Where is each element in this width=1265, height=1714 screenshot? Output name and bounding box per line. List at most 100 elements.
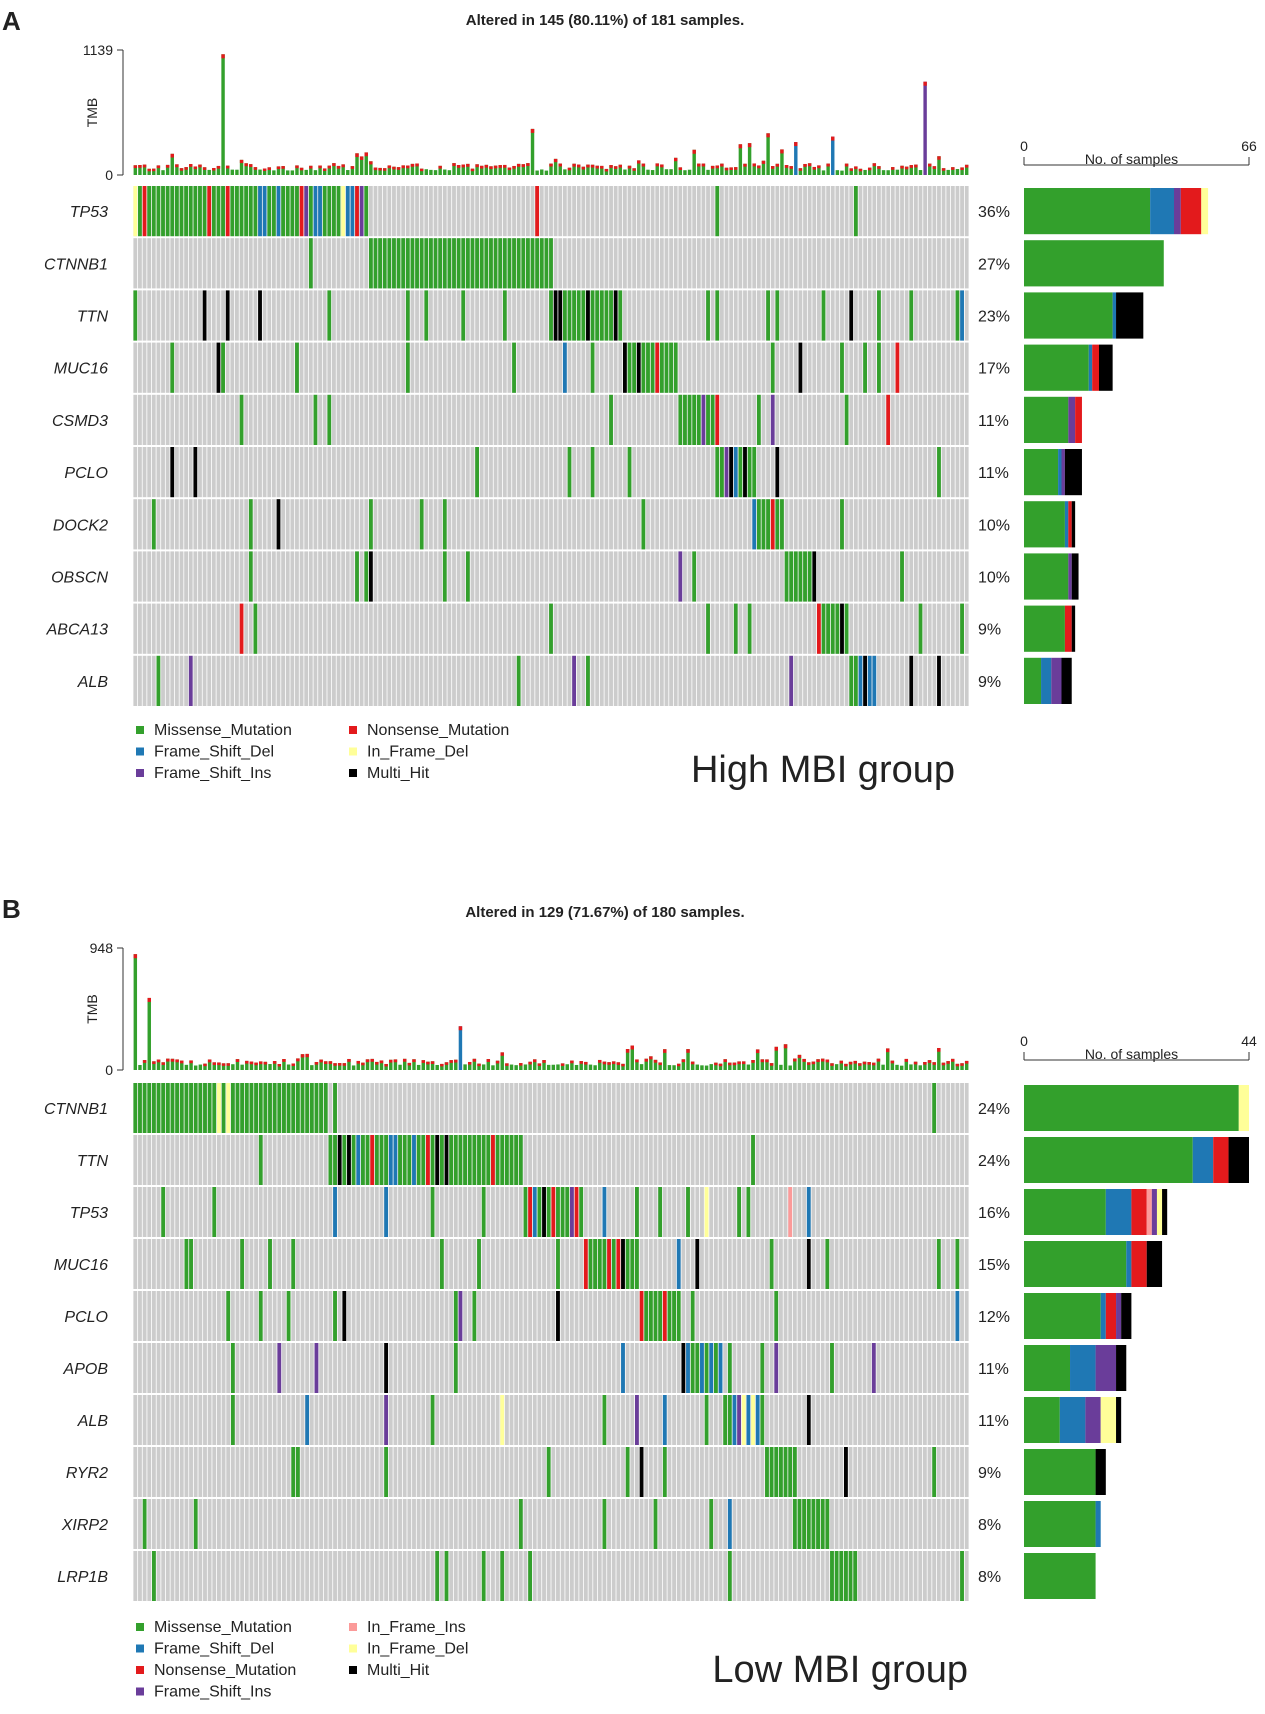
matrix-cell-empty (175, 1499, 180, 1549)
matrix-cell-empty (392, 342, 396, 393)
matrix-cell-empty (410, 342, 415, 393)
matrix-cell-empty (756, 551, 761, 602)
matrix-cell-empty (165, 1239, 170, 1289)
matrix-cell-empty (946, 1135, 951, 1185)
matrix-cell-mutation (486, 1135, 491, 1185)
matrix-cell-empty (909, 1395, 913, 1445)
tmb-bar-top (402, 1058, 407, 1062)
matrix-cell-empty (927, 655, 932, 706)
matrix-cell-empty (360, 1239, 365, 1289)
matrix-cell-empty (523, 1395, 528, 1445)
tmb-bar-top (217, 1062, 221, 1066)
matrix-cell-empty (553, 603, 558, 654)
matrix-cell-empty (327, 342, 332, 393)
sample-count-segment (1201, 188, 1209, 235)
matrix-cell-empty (913, 551, 918, 602)
matrix-cell-empty (333, 1343, 337, 1393)
matrix-cell-empty (452, 290, 456, 341)
matrix-cell-empty (477, 1395, 481, 1445)
matrix-cell-empty (732, 1499, 737, 1549)
matrix-cell-mutation (636, 342, 641, 393)
matrix-cell-empty (489, 186, 493, 237)
matrix-cell-mutation (364, 551, 369, 602)
matrix-cell-empty (904, 186, 909, 237)
matrix-cell-empty (627, 655, 632, 706)
matrix-cell-empty (704, 1083, 709, 1133)
matrix-cell-empty (304, 238, 309, 289)
matrix-cell-empty (382, 186, 387, 237)
matrix-cell-empty (743, 186, 747, 237)
matrix-cell-mutation (295, 1447, 300, 1497)
sample-count-segment (1064, 449, 1082, 496)
matrix-cell-empty (890, 342, 895, 393)
matrix-cell-empty (382, 655, 387, 706)
matrix-cell-empty (844, 342, 849, 393)
matrix-cell-empty (602, 1343, 607, 1393)
matrix-cell-empty (673, 394, 678, 445)
matrix-cell-empty (788, 1395, 793, 1445)
matrix-cell-empty (426, 1395, 430, 1445)
percent-label: 16% (978, 1205, 1010, 1222)
matrix-cell-empty (365, 1187, 370, 1237)
matrix-cell-empty (835, 238, 840, 289)
matrix-cell-empty (240, 1135, 245, 1185)
matrix-cell-empty (848, 1291, 853, 1341)
matrix-cell-empty (922, 1447, 927, 1497)
matrix-cell-mutation (426, 1135, 430, 1185)
matrix-cell-mutation (766, 499, 770, 550)
percent-label: 11% (978, 1361, 1009, 1378)
matrix-cell-empty (356, 1395, 361, 1445)
matrix-cell-empty (216, 603, 221, 654)
matrix-cell-empty (778, 1239, 783, 1289)
matrix-cell-empty (732, 1447, 737, 1497)
matrix-cell-empty (802, 1135, 807, 1185)
matrix-cell-empty (184, 603, 189, 654)
matrix-cell-empty (741, 1187, 746, 1237)
matrix-cell-mutation (151, 186, 156, 237)
matrix-cell-empty (309, 1447, 314, 1497)
matrix-cell-empty (701, 603, 706, 654)
matrix-cell-empty (625, 1551, 630, 1601)
tmb-bar-top (207, 1059, 212, 1063)
matrix-cell-empty (521, 499, 526, 550)
matrix-cell-empty (650, 655, 655, 706)
matrix-cell-empty (175, 1343, 180, 1393)
matrix-cell-empty (416, 1395, 421, 1445)
matrix-cell-mutation (472, 1135, 477, 1185)
matrix-cell-empty (489, 551, 493, 602)
matrix-cell-empty (202, 499, 207, 550)
sample-count-segment (1051, 657, 1062, 704)
matrix-cell-empty (305, 1291, 310, 1341)
matrix-cell-empty (719, 655, 724, 706)
matrix-cell-mutation (932, 1083, 937, 1133)
matrix-cell-empty (226, 1551, 231, 1601)
matrix-cell-mutation (291, 1239, 296, 1289)
tmb-bar (189, 164, 193, 175)
matrix-cell-empty (424, 394, 429, 445)
matrix-cell-empty (918, 1187, 923, 1237)
matrix-cell-empty (217, 1187, 221, 1237)
matrix-cell-empty (216, 551, 221, 602)
tmb-bar (328, 1061, 333, 1070)
sample-count-bar (1024, 449, 1082, 496)
matrix-cell-empty (867, 290, 872, 341)
gene-label: CTNNB1 (44, 256, 108, 273)
matrix-cell-empty (378, 186, 383, 237)
matrix-cell-mutation (333, 1187, 337, 1237)
matrix-cell-empty (821, 394, 826, 445)
matrix-cell-empty (290, 447, 295, 498)
matrix-cell-empty (630, 1551, 635, 1601)
matrix-cell-empty (221, 1187, 226, 1237)
tmb-bar-top (412, 1059, 416, 1063)
matrix-cell-empty (826, 290, 831, 341)
matrix-cell-empty (532, 1239, 537, 1289)
matrix-cell-mutation (193, 1499, 198, 1549)
matrix-cell-empty (174, 447, 179, 498)
matrix-cell-empty (718, 1239, 723, 1289)
matrix-cell-empty (955, 499, 960, 550)
matrix-cell-empty (700, 1187, 704, 1237)
matrix-cell-mutation (299, 186, 304, 237)
tmb-bar-top (590, 164, 595, 168)
tmb-bar (415, 163, 419, 175)
matrix-cell-empty (165, 342, 170, 393)
